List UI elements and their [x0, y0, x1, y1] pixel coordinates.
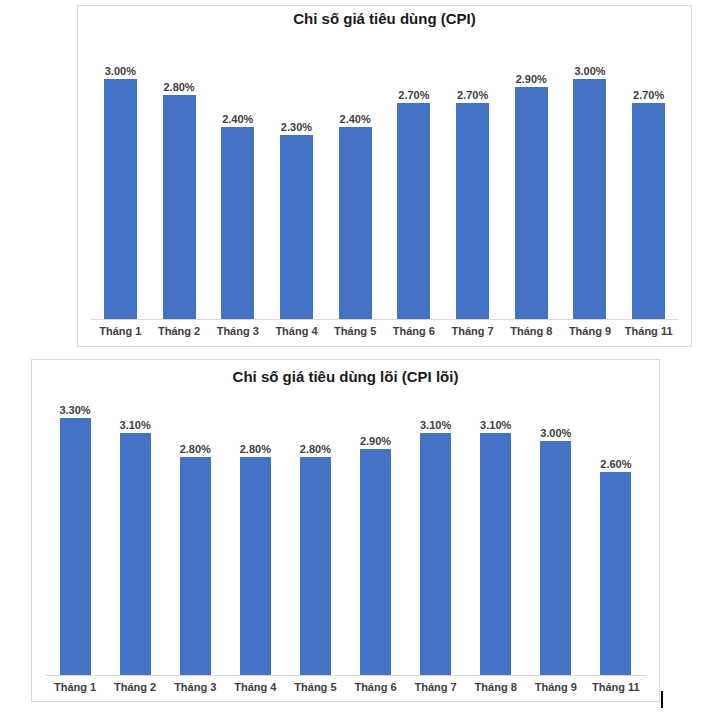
chart-title: Chỉ số giá tiêu dùng (CPI): [78, 6, 691, 29]
bar[interactable]: [104, 79, 137, 319]
bar-value-label: 2.90%: [360, 435, 391, 447]
bar[interactable]: [540, 441, 571, 675]
category-label: Tháng 2: [105, 681, 165, 693]
bar[interactable]: [180, 457, 211, 675]
bars-row: 3.00% 2.80% 2.40% 2.30% 2.40% 2.70% 2.70% 2.90%…: [91, 29, 678, 319]
bar-column: 3.00%: [91, 65, 150, 319]
bar[interactable]: [632, 103, 665, 319]
bar-value-label: 3.30%: [59, 404, 90, 416]
bar[interactable]: [360, 449, 391, 675]
bar-column: 2.80%: [285, 443, 345, 675]
bar-value-label: 2.80%: [300, 443, 331, 455]
bar-column: 2.80%: [150, 81, 209, 319]
bar-value-label: 2.60%: [600, 458, 631, 470]
bar-column: 3.10%: [466, 419, 526, 675]
bar[interactable]: [163, 95, 196, 319]
bar-column: 2.40%: [208, 113, 267, 319]
bar-value-label: 2.80%: [180, 443, 211, 455]
category-label: Tháng 11: [619, 325, 678, 337]
category-label: Tháng 6: [345, 681, 405, 693]
bar-value-label: 2.40%: [340, 113, 371, 125]
bar-value-label: 2.30%: [281, 121, 312, 133]
category-label: Tháng 8: [466, 681, 526, 693]
bar-value-label: 2.70%: [398, 89, 429, 101]
bar-value-label: 2.70%: [457, 89, 488, 101]
bar[interactable]: [480, 433, 511, 675]
category-label: Tháng 6: [385, 325, 444, 337]
category-label: Tháng 7: [406, 681, 466, 693]
bar[interactable]: [120, 433, 151, 675]
category-axis: Tháng 1Tháng 2Tháng 3Tháng 4Tháng 5Tháng…: [91, 320, 678, 337]
bar-column: 2.30%: [267, 121, 326, 319]
chart-title: Chỉ số giá tiêu dùng lõi (CPI lõi): [32, 360, 659, 387]
bar[interactable]: [397, 103, 430, 319]
category-axis: Tháng 1Tháng 2Tháng 3Tháng 4Tháng 5Tháng…: [45, 676, 646, 693]
category-label: Tháng 1: [45, 681, 105, 693]
bar-value-label: 3.00%: [540, 427, 571, 439]
bar-value-label: 2.70%: [633, 89, 664, 101]
category-label: Tháng 5: [285, 681, 345, 693]
category-label: Tháng 4: [267, 325, 326, 337]
category-label: Tháng 5: [326, 325, 385, 337]
category-label: Tháng 3: [165, 681, 225, 693]
category-label: Tháng 8: [502, 325, 561, 337]
text-cursor: [661, 691, 663, 708]
plot-area: 3.30% 3.10% 2.80% 2.80% 2.80% 2.90% 3.10% 3.10%…: [32, 387, 659, 693]
bar-column: 2.60%: [586, 458, 646, 675]
category-label: Tháng 11: [586, 681, 646, 693]
bar-column: 3.00%: [561, 65, 620, 319]
bar-value-label: 3.00%: [105, 65, 136, 77]
bar-column: 2.90%: [345, 435, 405, 675]
category-label: Tháng 2: [150, 325, 209, 337]
bar[interactable]: [339, 127, 372, 319]
bar[interactable]: [60, 418, 91, 675]
category-label: Tháng 4: [225, 681, 285, 693]
bar-value-label: 2.40%: [222, 113, 253, 125]
bar-value-label: 3.00%: [574, 65, 605, 77]
bar[interactable]: [573, 79, 606, 319]
bar[interactable]: [600, 472, 631, 675]
plot-area: 3.00% 2.80% 2.40% 2.30% 2.40% 2.70% 2.70% 2.90%…: [78, 29, 691, 337]
category-label: Tháng 3: [208, 325, 267, 337]
bar-column: 3.00%: [526, 427, 586, 675]
core-cpi-chart[interactable]: Chỉ số giá tiêu dùng lõi (CPI lõi) 3.30%…: [31, 359, 660, 702]
bar[interactable]: [280, 135, 313, 319]
bar-value-label: 2.80%: [163, 81, 194, 93]
bar-column: 3.30%: [45, 404, 105, 675]
cpi-chart[interactable]: Chỉ số giá tiêu dùng (CPI) 3.00% 2.80% 2.4…: [77, 5, 692, 347]
bar-value-label: 3.10%: [420, 419, 451, 431]
category-label: Tháng 9: [526, 681, 586, 693]
bar-value-label: 3.10%: [120, 419, 151, 431]
bar[interactable]: [221, 127, 254, 319]
category-label: Tháng 7: [443, 325, 502, 337]
bar[interactable]: [420, 433, 451, 675]
bar-column: 2.90%: [502, 73, 561, 319]
bar-value-label: 2.90%: [516, 73, 547, 85]
bar-column: 3.10%: [105, 419, 165, 675]
bars-row: 3.30% 3.10% 2.80% 2.80% 2.80% 2.90% 3.10% 3.10%…: [45, 387, 646, 675]
bar[interactable]: [456, 103, 489, 319]
bar-value-label: 2.80%: [240, 443, 271, 455]
bar-column: 2.70%: [443, 89, 502, 319]
bar[interactable]: [300, 457, 331, 675]
bar-column: 2.40%: [326, 113, 385, 319]
bar-column: 2.70%: [619, 89, 678, 319]
bar-column: 2.80%: [165, 443, 225, 675]
bar-column: 2.70%: [385, 89, 444, 319]
bar-column: 2.80%: [225, 443, 285, 675]
category-label: Tháng 9: [561, 325, 620, 337]
bar[interactable]: [515, 87, 548, 319]
category-label: Tháng 1: [91, 325, 150, 337]
bar[interactable]: [240, 457, 271, 675]
bar-value-label: 3.10%: [480, 419, 511, 431]
bar-column: 3.10%: [406, 419, 466, 675]
